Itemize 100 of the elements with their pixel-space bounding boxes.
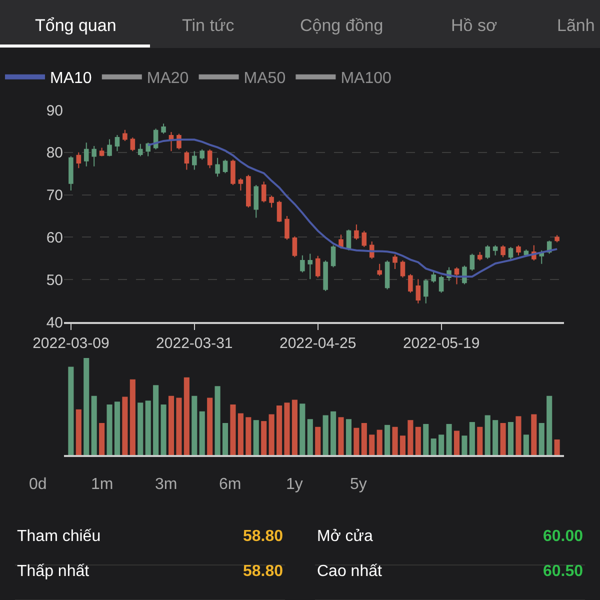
bar: [538, 422, 544, 455]
text: 1m: [91, 476, 114, 493]
bar: [168, 396, 174, 455]
bar: [222, 422, 228, 455]
text: 58.80: [243, 528, 284, 545]
bar: [122, 396, 128, 455]
bar: [546, 396, 552, 455]
candlestick: [508, 246, 514, 262]
bar: [106, 404, 112, 455]
bar: [68, 366, 74, 455]
bar: [554, 439, 560, 455]
candlestick: [254, 184, 259, 218]
text: Lãnh: [557, 16, 595, 35]
bar: [322, 415, 328, 455]
bar: [160, 404, 166, 455]
candlestick: [68, 156, 74, 192]
text: 6m: [219, 476, 242, 493]
text: 60.50: [543, 563, 584, 580]
bar: [145, 400, 151, 455]
legend-label: MA100: [340, 70, 392, 88]
candlestick: [114, 134, 120, 152]
candlestick: [215, 157, 220, 178]
candlestick: [261, 181, 266, 203]
bar: [484, 415, 490, 455]
candlestick: [438, 275, 444, 294]
text: Thấp nhất: [17, 563, 90, 580]
y-tick-label: 60: [46, 229, 63, 246]
bar: [469, 422, 475, 455]
y-tick-label: 40: [46, 314, 63, 332]
candlestick: [161, 123, 166, 134]
bar: [300, 404, 306, 455]
bar: [153, 385, 159, 455]
bar: [138, 402, 144, 455]
bar: [99, 422, 105, 455]
candlestick: [315, 255, 320, 278]
text: 1y: [286, 476, 303, 493]
candlestick: [269, 195, 274, 208]
candlestick: [516, 244, 521, 256]
bar: [400, 436, 406, 455]
candlestick: [246, 174, 251, 208]
x-tick-label: 2022-05-19: [402, 335, 480, 352]
bar: [246, 417, 252, 455]
y-tick-label: 70: [46, 187, 63, 204]
candlestick: [338, 234, 344, 250]
bar: [130, 379, 136, 455]
bar: [261, 421, 267, 455]
candlestick: [92, 146, 96, 167]
bar: [462, 436, 468, 455]
bar: [408, 420, 414, 455]
candlestick: [292, 236, 298, 258]
bar: [508, 422, 514, 455]
candlestick: [400, 260, 406, 278]
candlestick: [330, 244, 336, 268]
y-tick-label: 50: [46, 272, 63, 289]
candlestick: [362, 230, 367, 248]
bar: [531, 414, 537, 455]
text: 0d: [29, 476, 47, 493]
bar: [361, 422, 367, 455]
bar: [376, 430, 382, 455]
candlestick: [354, 224, 359, 240]
x-tick-label: 2022-03-31: [156, 335, 233, 352]
text: Mở cửa: [317, 528, 373, 545]
text: Cao nhất: [317, 563, 382, 580]
bar: [454, 430, 460, 455]
candlestick: [207, 148, 212, 169]
candlestick: [107, 138, 112, 157]
candlestick: [416, 278, 421, 304]
legend-label: MA10: [50, 70, 92, 88]
bar: [384, 424, 390, 455]
candlestick: [423, 278, 428, 304]
bar: [238, 413, 244, 455]
bar: [307, 419, 313, 455]
candlestick: [238, 178, 244, 192]
bar: [292, 400, 298, 455]
candlestick: [76, 152, 82, 169]
bar: [330, 411, 336, 455]
bar: [338, 417, 344, 455]
bar: [230, 404, 236, 455]
text: 60.00: [543, 528, 584, 545]
candlestick: [130, 137, 136, 152]
bar: [438, 434, 444, 455]
candlestick: [492, 244, 498, 256]
candlestick: [168, 132, 174, 152]
candlestick: [230, 159, 236, 186]
text: Hồ sơ: [451, 16, 498, 35]
bar: [354, 428, 360, 455]
bar: [430, 438, 436, 455]
bar: [523, 434, 529, 455]
bar: [415, 426, 421, 455]
candlestick: [276, 200, 282, 222]
candlestick: [308, 253, 313, 280]
bar: [199, 411, 205, 455]
candlestick: [184, 150, 190, 170]
candlestick: [323, 260, 328, 292]
candlestick: [478, 252, 482, 262]
bar: [91, 396, 97, 455]
candlestick: [485, 244, 490, 260]
bar: [315, 426, 321, 455]
candlestick: [200, 148, 205, 160]
candlestick: [300, 254, 305, 273]
